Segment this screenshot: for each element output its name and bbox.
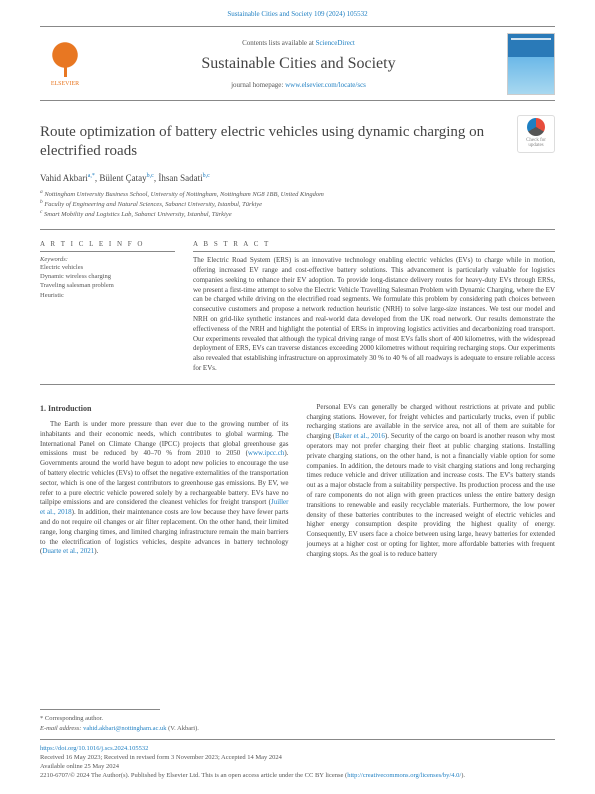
separator-2: [40, 384, 555, 385]
article-title: Route optimization of battery electric v…: [40, 123, 555, 161]
check-updates-label: Check for updates: [526, 138, 546, 148]
contents-prefix: Contents lists available at: [242, 39, 316, 47]
ref-link-2[interactable]: Duarte et al., 2021: [42, 547, 94, 555]
footer-full-rule: [40, 739, 555, 740]
email-link[interactable]: vahid.akbari@nottingham.ac.uk: [83, 725, 166, 732]
abstract-label: A B S T R A C T: [193, 240, 555, 252]
banner-center: Contents lists available at ScienceDirec…: [90, 39, 507, 89]
section-heading: 1. Introduction: [40, 403, 289, 414]
elsevier-tree-icon: [48, 41, 82, 81]
email-line: E-mail address: vahid.akbari@nottingham.…: [40, 724, 555, 733]
p2-text-b: ). Security of the cargo on board is ano…: [307, 432, 556, 558]
journal-name: Sustainable Cities and Society: [90, 55, 507, 73]
affiliation-a-text: Nottingham University Business School, U…: [44, 191, 324, 198]
footer: * Corresponding author. E-mail address: …: [40, 709, 555, 780]
separator: [40, 229, 555, 230]
author-1-aff: a,*: [88, 173, 95, 179]
abstract: A B S T R A C T The Electric Road System…: [193, 240, 555, 374]
affiliations: a Nottingham University Business School,…: [40, 189, 555, 220]
contents-line: Contents lists available at ScienceDirec…: [90, 39, 507, 47]
authors-line: Vahid Akbaria,*, Bülent Çatayb,c, İhsan …: [40, 173, 555, 183]
homepage-prefix: journal homepage:: [231, 81, 285, 89]
crossmark-icon: [527, 118, 545, 136]
copyright-line: 2210-6707/© 2024 The Author(s). Publishe…: [40, 771, 555, 780]
p1-text-d: ).: [94, 547, 98, 555]
keywords-list: Electric vehicles Dynamic wireless charg…: [40, 263, 175, 299]
abstract-text: The Electric Road System (ERS) is an inn…: [193, 256, 555, 374]
author-1: Vahid Akbari: [40, 173, 88, 183]
journal-banner: ELSEVIER Contents lists available at Sci…: [40, 26, 555, 101]
body-text: 1. Introduction The Earth is under more …: [40, 403, 555, 561]
citation-line: Sustainable Cities and Society 109 (2024…: [0, 0, 595, 18]
author-3-aff: b,c: [203, 173, 210, 179]
affiliation-a: a Nottingham University Business School,…: [40, 189, 555, 199]
ref-link-3[interactable]: Baker et al., 2016: [335, 432, 385, 440]
paragraph-1: The Earth is under more pressure than ev…: [40, 420, 289, 557]
article-info: A R T I C L E I N F O Keywords: Electric…: [40, 240, 175, 374]
affiliation-b-text: Faculty of Engineering and Natural Scien…: [44, 201, 262, 208]
homepage-link[interactable]: www.elsevier.com/locate/scs: [285, 81, 366, 89]
copyright-a: 2210-6707/© 2024 The Author(s). Publishe…: [40, 772, 347, 779]
affiliation-c: c Smart Mobility and Logistics Lab, Saba…: [40, 209, 555, 219]
affiliation-c-text: Smart Mobility and Logistics Lab, Sabanc…: [44, 211, 232, 218]
author-3: İhsan Sadati: [158, 173, 202, 183]
email-label: E-mail address:: [40, 725, 83, 732]
doi-link[interactable]: https://doi.org/10.1016/j.scs.2024.10553…: [40, 745, 148, 752]
article-info-label: A R T I C L E I N F O: [40, 240, 175, 252]
affiliation-b: b Faculty of Engineering and Natural Sci…: [40, 199, 555, 209]
paragraph-2: Personal EVs can generally be charged wi…: [307, 403, 556, 560]
author-2-aff: b,c: [147, 173, 154, 179]
info-abstract-row: A R T I C L E I N F O Keywords: Electric…: [40, 240, 555, 374]
journal-cover-thumbnail: [507, 33, 555, 95]
sciencedirect-link[interactable]: ScienceDirect: [316, 39, 355, 47]
check-updates-badge[interactable]: Check for updates: [517, 115, 555, 153]
online-line: Available online 25 May 2024: [40, 762, 555, 771]
homepage-line: journal homepage: www.elsevier.com/locat…: [90, 81, 507, 89]
email-suffix: (V. Akbari).: [167, 725, 199, 732]
elsevier-logo: ELSEVIER: [40, 34, 90, 94]
copyright-b: ).: [461, 772, 465, 779]
corresponding-author: * Corresponding author.: [40, 714, 555, 723]
footer-short-rule: [40, 709, 160, 710]
p1-text-b: ). Governments around the world have beg…: [40, 449, 289, 506]
keywords-label: Keywords:: [40, 256, 175, 263]
license-link[interactable]: http://creativecommons.org/licenses/by/4…: [347, 772, 461, 779]
publisher-name: ELSEVIER: [51, 81, 79, 87]
author-2: Bülent Çatay: [99, 173, 146, 183]
ipcc-link[interactable]: www.ipcc.ch: [248, 449, 284, 457]
history-line: Received 16 May 2023; Received in revise…: [40, 753, 555, 762]
